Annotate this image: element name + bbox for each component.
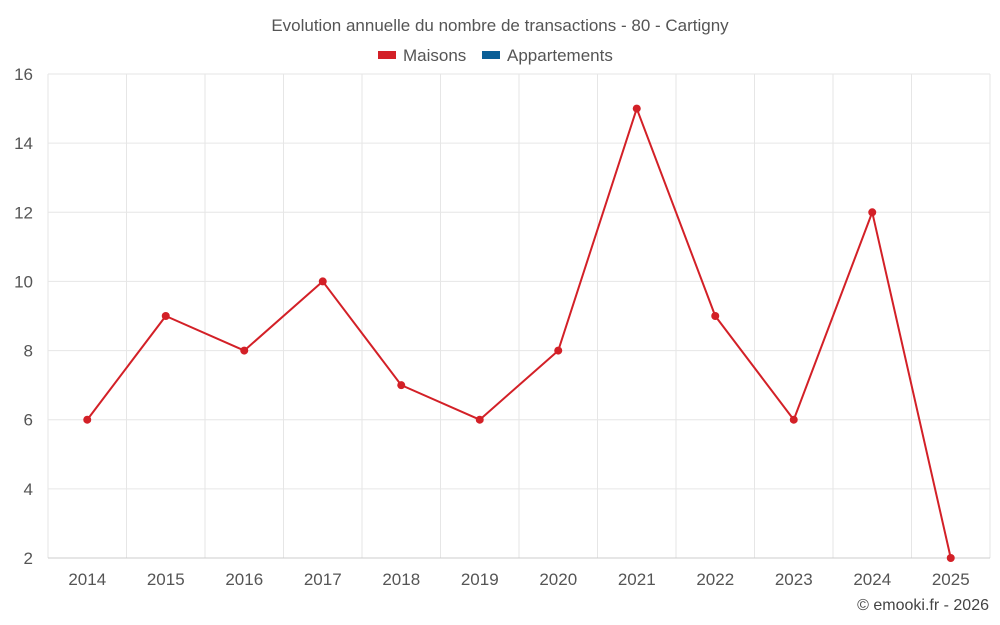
legend-swatch-maisons	[378, 51, 396, 59]
data-point-maisons[interactable]	[711, 312, 720, 320]
chart-title: Evolution annuelle du nombre de transact…	[271, 16, 729, 35]
data-point-maisons[interactable]	[789, 415, 798, 424]
x-tick-label: 2017	[304, 570, 342, 589]
y-tick-label: 2	[24, 549, 33, 568]
x-tick-label: 2021	[618, 570, 656, 589]
x-tick-label: 2025	[932, 570, 970, 589]
legend-item-appartements[interactable]: Appartements	[482, 46, 613, 65]
x-tick-label: 2016	[225, 570, 263, 589]
legend-label-maisons: Maisons	[403, 46, 466, 65]
x-tick-label: 2018	[382, 570, 420, 589]
data-point-maisons[interactable]	[632, 104, 641, 113]
x-axis-ticks: 2014 2015 2016 2017 2018 2019 2020 2021 2022 2023…	[68, 570, 969, 589]
x-gridlines	[47, 74, 991, 558]
data-point-maisons[interactable]	[946, 554, 955, 562]
legend: Maisons Appartements	[378, 46, 613, 65]
x-tick-label: 2019	[461, 570, 499, 589]
y-tick-label: 12	[14, 203, 33, 222]
x-tick-label: 2015	[147, 570, 185, 589]
x-tick-label: 2022	[696, 570, 734, 589]
legend-label-appartements: Appartements	[507, 46, 613, 65]
data-point-maisons[interactable]	[554, 346, 563, 355]
data-point-maisons[interactable]	[868, 208, 877, 217]
data-point-maisons[interactable]	[475, 415, 484, 424]
x-tick-label: 2023	[775, 570, 813, 589]
x-tick-label: 2020	[539, 570, 577, 589]
series-line-maisons	[86, 107, 952, 559]
data-point-maisons[interactable]	[397, 381, 406, 390]
x-tick-label: 2014	[68, 570, 106, 589]
credit-text: © emooki.fr - 2026	[857, 597, 989, 614]
y-tick-label: 10	[14, 272, 33, 291]
y-tick-label: 16	[14, 65, 33, 84]
legend-item-maisons[interactable]: Maisons	[378, 46, 466, 65]
y-tick-label: 14	[14, 134, 33, 153]
x-tick-label: 2024	[853, 570, 891, 589]
y-tick-label: 6	[24, 411, 33, 430]
data-point-maisons[interactable]	[83, 415, 92, 424]
data-point-maisons[interactable]	[318, 277, 327, 286]
y-tick-label: 4	[24, 480, 33, 499]
y-tick-label: 8	[24, 342, 33, 361]
y-axis-ticks: 2 4 6 8 10 12 14 16	[14, 65, 33, 568]
data-point-maisons[interactable]	[240, 346, 249, 355]
legend-swatch-appartements	[482, 51, 500, 59]
series-layer	[83, 104, 955, 562]
data-point-maisons[interactable]	[161, 312, 170, 320]
